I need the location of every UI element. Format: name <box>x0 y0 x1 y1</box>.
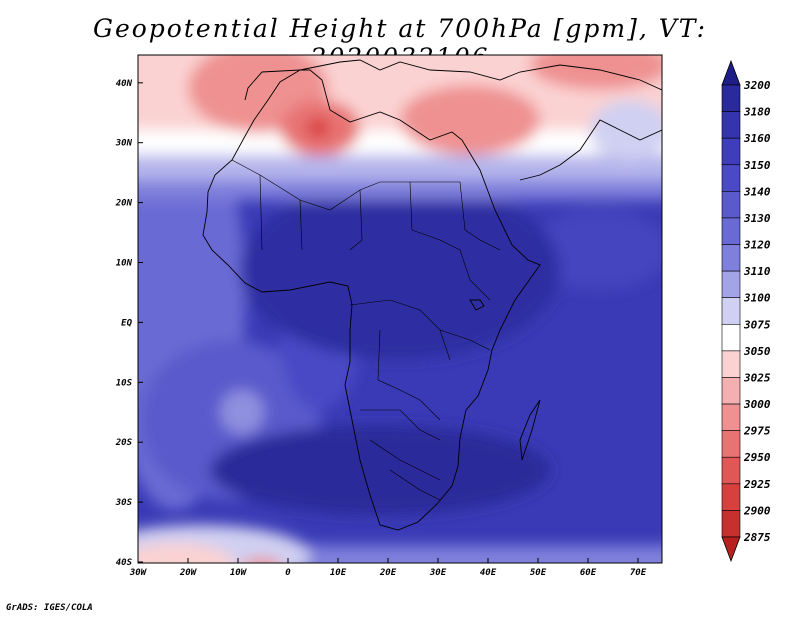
colorbar-swatch <box>721 350 741 378</box>
lon-tick-label: 10W <box>230 568 248 578</box>
lon-tick-label: 40E <box>480 568 497 578</box>
colorbar-label: 3075 <box>743 318 771 331</box>
lon-tick-label: 30W <box>129 568 148 578</box>
colorbar-label: 3000 <box>743 398 771 411</box>
height-field <box>138 55 662 563</box>
colorbar-label: 3160 <box>743 132 771 145</box>
coastlines <box>202 59 662 531</box>
colorbar-label: 3130 <box>743 212 771 225</box>
colorbar-swatch <box>721 84 741 112</box>
colorbar-label: 2900 <box>743 504 771 517</box>
lat-tick-label: 20S <box>115 438 133 448</box>
lat-tick-label: 10S <box>116 378 133 388</box>
colorbar-swatch <box>721 403 741 431</box>
colorbar-swatch <box>721 244 741 272</box>
colorbar-swatch <box>721 191 741 219</box>
colorbar-swatch <box>721 164 741 192</box>
colorbar-label: 3150 <box>743 159 771 172</box>
colorbar-swatch <box>721 456 741 485</box>
lat-tick-label: 30N <box>115 139 133 149</box>
lat-tick-label: 40S <box>116 558 133 568</box>
colorbar-label: 2975 <box>743 425 771 438</box>
colorbar-swatch <box>721 111 741 139</box>
lon-tick-label: 20E <box>379 568 397 578</box>
colorbar-label: 3140 <box>743 185 771 198</box>
plot-frame <box>137 54 663 564</box>
lat-tick-label: 20N <box>115 199 133 209</box>
lon-tick-label: 30E <box>429 568 447 578</box>
colorbar-label: 2925 <box>743 478 771 491</box>
lat-tick-label: 30S <box>115 498 133 508</box>
colorbar: 3200 3180 3160 3150 3140 3130 3120 3110 3100 3075… <box>721 59 771 563</box>
colorbar-top-arrow <box>721 59 741 86</box>
colorbar-label: 3050 <box>743 345 771 358</box>
axes: 30W 20W 10W 0 10E 20E 30E 40E 50E 60E 70E 40S 30S 20S… <box>115 79 647 578</box>
country-borders <box>231 159 501 501</box>
colorbar-label: 3025 <box>743 371 771 384</box>
colorbar-label: 3200 <box>743 79 771 92</box>
colorbar-swatch <box>721 270 741 299</box>
lon-tick-label: 0 <box>285 568 291 578</box>
lon-tick-label: 70E <box>630 568 647 578</box>
colorbar-swatch <box>721 377 741 405</box>
lon-tick-label: 20W <box>179 568 198 578</box>
colorbar-label: 3110 <box>743 265 771 278</box>
lon-tick-label: 60E <box>580 568 597 578</box>
colorbar-bottom-arrow <box>721 536 741 563</box>
colorbar-label: 3120 <box>743 239 771 252</box>
lat-tick-label: EQ <box>121 318 132 328</box>
footer-credit: GrADS: IGES/COLA <box>6 603 93 613</box>
colorbar-label: 2950 <box>743 451 771 464</box>
colorbar-swatch <box>721 323 741 352</box>
lon-tick-label: 50E <box>530 568 547 578</box>
colorbar-label: 3100 <box>743 292 771 305</box>
colorbar-label: 3180 <box>743 106 771 119</box>
colorbar-swatch <box>721 217 741 245</box>
lon-tick-label: 10E <box>330 568 347 578</box>
colorbar-swatch <box>721 297 741 325</box>
colorbar-swatch <box>721 137 741 166</box>
colorbar-swatch <box>721 430 741 458</box>
colorbar-swatch <box>721 510 741 538</box>
colorbar-label: 2875 <box>743 531 771 544</box>
colorbar-swatch <box>721 483 741 511</box>
lat-tick-label: 10N <box>116 259 133 269</box>
lat-tick-label: 40N <box>116 79 133 89</box>
